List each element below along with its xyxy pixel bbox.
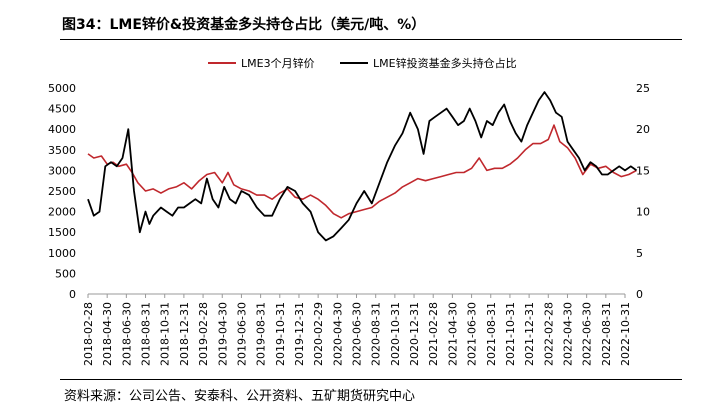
bottom-rule — [60, 379, 682, 380]
x-axis-tick-label: 2020-12-31 — [408, 302, 421, 366]
x-axis-tick-label: 2018-12-31 — [178, 302, 191, 366]
x-axis-tick-label: 2022-04-30 — [561, 302, 574, 366]
zinc-price-line — [87, 124, 637, 219]
x-axis-tick-label: 2022-06-30 — [581, 302, 594, 366]
source-note: 资料来源：公司公告、安泰科、公开资料、五矿期货研究中心 — [64, 389, 416, 404]
left-axis-tick-label: 4000 — [48, 123, 76, 136]
left-axis-tick-label: 0 — [69, 288, 76, 301]
x-axis-tick-label: 2020-02-29 — [312, 302, 325, 366]
left-axis-tick-label: 5000 — [48, 82, 76, 95]
x-axis-tick-label: 2022-02-28 — [542, 302, 555, 366]
left-axis-tick-label: 1500 — [48, 226, 76, 239]
right-axis-tick-label: 0 — [636, 288, 643, 301]
x-axis-tick-label: 2021-12-31 — [523, 302, 536, 366]
fund-long-position-line — [87, 91, 638, 242]
x-axis-tick-label: 2018-04-30 — [101, 302, 114, 366]
x-axis-tick-label: 2020-06-30 — [351, 302, 364, 366]
x-axis-tick-label: 2021-04-30 — [446, 302, 459, 366]
left-axis-tick-label: 3500 — [48, 144, 76, 157]
x-axis-tick-label: 2019-08-31 — [255, 302, 268, 366]
figure-title: 图34：LME锌价&投资基金多头持仓占比（美元/吨、%） — [62, 17, 426, 33]
x-axis-tick-label: 2021-10-31 — [504, 302, 517, 366]
right-axis-tick-label: 5 — [636, 247, 643, 260]
left-axis-tick-label: 3000 — [48, 164, 76, 177]
x-axis: 2018-02-28 2018-04-30 2018-06-30 2018-08-31… — [82, 293, 632, 366]
right-axis-tick-label: 10 — [636, 206, 650, 219]
right-axis: 0 5 10 15 20 25 — [636, 82, 650, 301]
x-axis-tick-label: 2018-10-31 — [159, 302, 172, 366]
legend-zinc-price-label: LME3个月锌价 — [241, 56, 315, 70]
x-axis-tick-label: 2021-08-31 — [485, 302, 498, 366]
x-axis-tick-label: 2019-06-30 — [235, 302, 248, 366]
right-axis-tick-label: 20 — [636, 123, 650, 136]
left-axis-tick-label: 500 — [55, 267, 76, 280]
x-axis-tick-label: 2019-10-31 — [274, 302, 287, 366]
x-axis-tick-label: 2019-12-31 — [293, 302, 306, 366]
legend-fund-long-position-label: LME锌投资基金多头持仓占比 — [373, 56, 517, 70]
x-axis-tick-label: 2022-08-31 — [600, 302, 613, 366]
left-axis-tick-label: 4500 — [48, 103, 76, 116]
x-axis-tick-label: 2020-04-30 — [331, 302, 344, 366]
right-axis-tick-label: 25 — [636, 82, 650, 95]
x-axis-tick-label: 2019-02-28 — [197, 302, 210, 366]
x-axis-tick-label: 2018-06-30 — [120, 302, 133, 366]
right-axis-tick-label: 15 — [636, 164, 650, 177]
x-axis-tick-label: 2020-08-31 — [370, 302, 383, 366]
left-axis-tick-label: 2000 — [48, 206, 76, 219]
top-rule — [60, 39, 682, 40]
legend: LME3个月锌价 LME锌投资基金多头持仓占比 — [208, 56, 517, 70]
x-axis-tick-label: 2018-08-31 — [140, 302, 153, 366]
left-axis: 0 500 1000 1500 2000 2500 3000 3500 4000 4500 5000 — [48, 82, 76, 301]
left-axis-tick-label: 1000 — [48, 247, 76, 260]
x-axis-tick-label: 2019-04-30 — [216, 302, 229, 366]
series-group — [87, 91, 638, 242]
left-axis-tick-label: 2500 — [48, 185, 76, 198]
x-axis-tick-label: 2021-02-28 — [427, 302, 440, 366]
x-axis-tick-label: 2022-10-31 — [619, 302, 632, 366]
x-axis-tick-label: 2020-10-31 — [389, 302, 402, 366]
x-axis-tick-label: 2021-06-30 — [466, 302, 479, 366]
x-axis-tick-label: 2018-02-28 — [82, 302, 95, 366]
